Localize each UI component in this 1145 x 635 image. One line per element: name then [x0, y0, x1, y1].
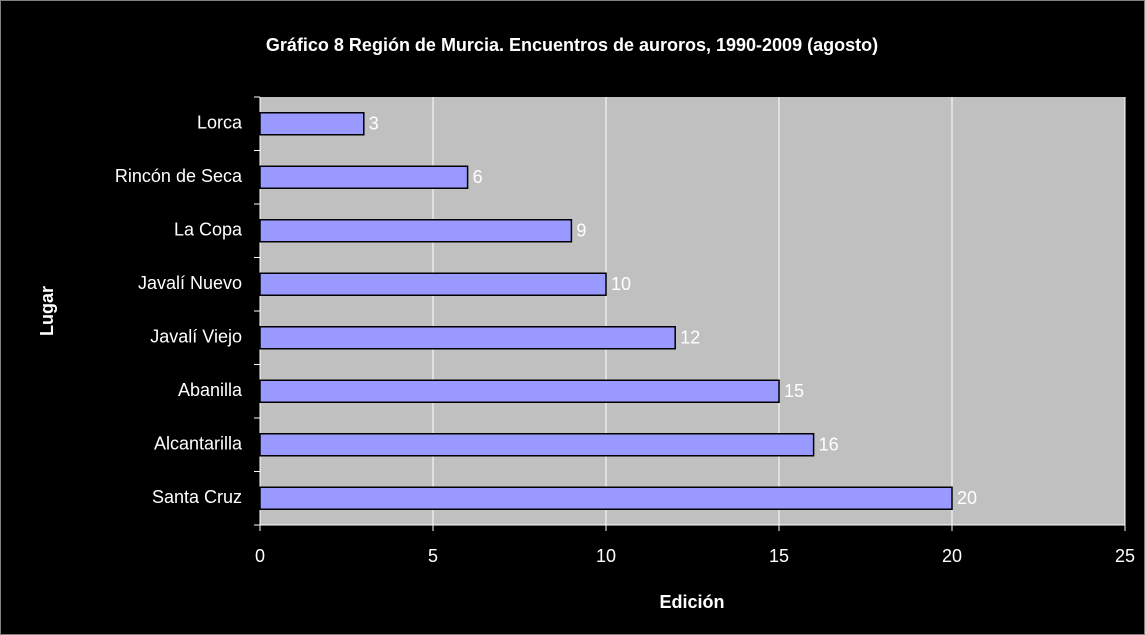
- bar: [259, 165, 469, 189]
- x-axis-label: Edición: [659, 592, 724, 612]
- bar: [259, 379, 780, 403]
- y-tick-label: Rincón de Seca: [115, 166, 243, 186]
- x-tick-label: 25: [1115, 546, 1135, 566]
- x-tick-label: 10: [596, 546, 616, 566]
- y-tick-label: Abanilla: [178, 380, 243, 400]
- y-tick-label: La Copa: [174, 220, 243, 240]
- y-tick-label: Lorca: [197, 113, 243, 133]
- x-tick-label: 20: [942, 546, 962, 566]
- y-tick-label: Santa Cruz: [152, 487, 242, 507]
- plot-area: [260, 97, 1125, 525]
- bar: [259, 326, 676, 350]
- data-label: 15: [784, 381, 804, 401]
- y-tick-label: Javalí Nuevo: [138, 273, 242, 293]
- y-axis-label: Lugar: [37, 286, 57, 336]
- bar: [259, 112, 365, 136]
- x-tick-label: 5: [428, 546, 438, 566]
- data-label: 3: [369, 114, 379, 134]
- bar: [259, 219, 573, 243]
- bar: [259, 486, 953, 510]
- bar: [259, 433, 815, 457]
- x-tick-label: 0: [255, 546, 265, 566]
- data-label: 20: [957, 488, 977, 508]
- data-label: 16: [819, 435, 839, 455]
- data-label: 12: [680, 328, 700, 348]
- bar: [259, 272, 607, 296]
- data-label: 10: [611, 274, 631, 294]
- data-label: 6: [473, 167, 483, 187]
- y-tick-label: Javalí Viejo: [150, 327, 242, 347]
- y-tick-label: Alcantarilla: [154, 434, 243, 454]
- x-tick-label: 15: [769, 546, 789, 566]
- chart-title: Gráfico 8 Región de Murcia. Encuentros d…: [266, 35, 878, 55]
- data-label: 9: [576, 221, 586, 241]
